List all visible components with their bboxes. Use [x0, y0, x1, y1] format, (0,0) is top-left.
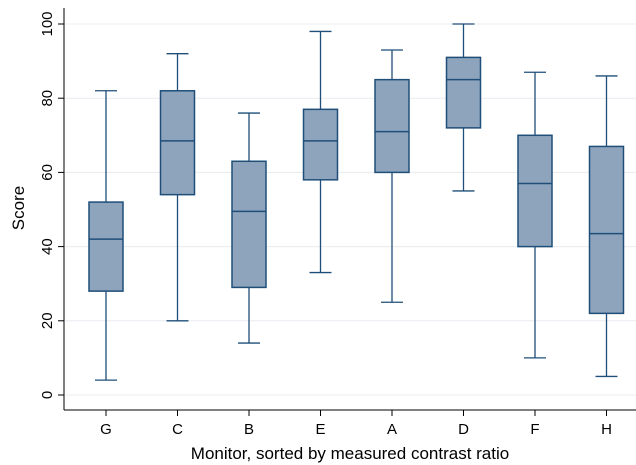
- x-tick-label-F: F: [530, 421, 539, 438]
- y-tick-label-80: 80: [39, 90, 56, 107]
- y-ticks: 0 20 40 60 80 100: [39, 11, 64, 399]
- y-tick-label-0: 0: [39, 391, 56, 399]
- boxes: [88, 23, 625, 381]
- y-axis-title: Score: [9, 186, 28, 230]
- x-tick-label-D: D: [458, 421, 469, 438]
- box-C: [159, 53, 196, 322]
- axes: [63, 8, 636, 411]
- box-A: [374, 49, 410, 303]
- box-G: [88, 90, 124, 381]
- box-D: [445, 23, 482, 192]
- iqr-box-G: [88, 201, 124, 292]
- x-tick-label-A: A: [387, 421, 397, 438]
- y-tick-label-100: 100: [39, 11, 56, 36]
- box-B: [231, 112, 267, 344]
- iqr-box-F: [517, 134, 553, 248]
- box-H: [588, 75, 625, 378]
- x-axis-title: Monitor, sorted by measured contrast rat…: [191, 444, 509, 463]
- x-tick-label-C: C: [172, 421, 183, 438]
- iqr-box-E: [302, 108, 339, 181]
- y-tick-label-40: 40: [39, 238, 56, 255]
- iqr-box-A: [374, 78, 410, 174]
- iqr-box-D: [445, 56, 482, 129]
- y-tick-label-20: 20: [39, 312, 56, 329]
- box-E: [302, 30, 339, 274]
- box-F: [517, 71, 553, 359]
- x-tick-label-E: E: [315, 421, 325, 438]
- iqr-box-B: [231, 160, 267, 289]
- iqr-box-H: [588, 145, 625, 315]
- y-tick-label-60: 60: [39, 164, 56, 181]
- iqr-box-C: [159, 90, 196, 196]
- x-tick-label-B: B: [244, 421, 254, 438]
- x-tick-label-G: G: [100, 421, 112, 438]
- x-tick-label-H: H: [601, 421, 612, 438]
